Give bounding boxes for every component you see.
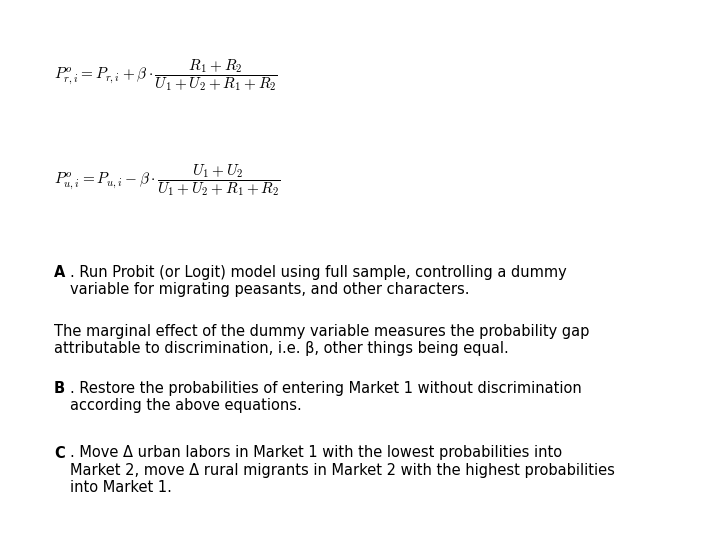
Text: $P^{o}_{r,i} = P_{r,i} + \beta \cdot \dfrac{R_1 + R_2}{U_1 + U_2 + R_1 + R_2}$: $P^{o}_{r,i} = P_{r,i} + \beta \cdot \df…	[54, 57, 278, 93]
Text: A: A	[54, 265, 66, 280]
Text: B: B	[54, 381, 65, 396]
Text: . Move Δ urban labors in Market 1 with the lowest probabilities into
Market 2, m: . Move Δ urban labors in Market 1 with t…	[70, 446, 615, 495]
Text: The marginal effect of the dummy variable measures the probability gap
attributa: The marginal effect of the dummy variabl…	[54, 324, 590, 356]
Text: . Run Probit (or Logit) model using full sample, controlling a dummy
variable fo: . Run Probit (or Logit) model using full…	[70, 265, 567, 297]
Text: $P^{o}_{u,i} = P_{u,i} - \beta \cdot \dfrac{U_1 + U_2}{U_1 + U_2 + R_1 + R_2}$: $P^{o}_{u,i} = P_{u,i} - \beta \cdot \df…	[54, 162, 281, 198]
Text: C: C	[54, 446, 65, 461]
Text: . Restore the probabilities of entering Market 1 without discrimination
accordin: . Restore the probabilities of entering …	[70, 381, 582, 413]
